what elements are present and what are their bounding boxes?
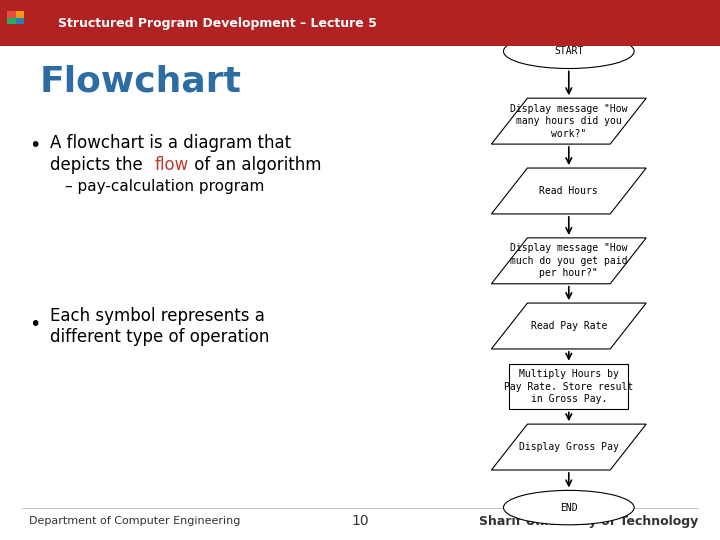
Polygon shape — [491, 168, 647, 214]
Text: Department of Computer Engineering: Department of Computer Engineering — [29, 516, 240, 526]
Text: depicts the: depicts the — [50, 156, 148, 174]
Text: START: START — [554, 46, 583, 56]
Text: 10: 10 — [351, 514, 369, 528]
FancyBboxPatch shape — [16, 18, 24, 24]
Text: Sharif University of Technology: Sharif University of Technology — [479, 515, 698, 528]
Text: Multiply Hours by
Pay Rate. Store result
in Gross Pay.: Multiply Hours by Pay Rate. Store result… — [504, 369, 634, 404]
Text: flow: flow — [155, 156, 189, 174]
Polygon shape — [491, 424, 647, 470]
FancyBboxPatch shape — [7, 18, 16, 24]
Text: Read Hours: Read Hours — [539, 186, 598, 196]
Text: Display message "How
many hours did you
work?": Display message "How many hours did you … — [510, 104, 628, 139]
FancyBboxPatch shape — [510, 363, 628, 409]
FancyBboxPatch shape — [7, 11, 16, 18]
Text: •: • — [29, 314, 40, 334]
Ellipse shape — [503, 34, 634, 69]
Text: Each symbol represents a: Each symbol represents a — [50, 307, 265, 325]
Text: A flowchart is a diagram that: A flowchart is a diagram that — [50, 134, 292, 152]
Polygon shape — [491, 238, 647, 284]
Polygon shape — [491, 98, 647, 144]
Text: different type of operation: different type of operation — [50, 328, 270, 347]
FancyBboxPatch shape — [0, 0, 720, 46]
Text: Read Pay Rate: Read Pay Rate — [531, 321, 607, 331]
Text: Flowchart: Flowchart — [40, 64, 242, 98]
FancyBboxPatch shape — [16, 11, 24, 18]
Text: Display Gross Pay: Display Gross Pay — [519, 442, 618, 452]
Text: •: • — [29, 136, 40, 156]
Polygon shape — [491, 303, 647, 349]
Text: of an algorithm: of an algorithm — [189, 156, 321, 174]
Text: END: END — [560, 503, 577, 512]
Text: – pay-calculation program: – pay-calculation program — [65, 179, 264, 194]
Ellipse shape — [503, 490, 634, 525]
Text: Structured Program Development – Lecture 5: Structured Program Development – Lecture… — [58, 17, 377, 30]
Text: Display message "How
much do you get paid
per hour?": Display message "How much do you get pai… — [510, 244, 628, 278]
